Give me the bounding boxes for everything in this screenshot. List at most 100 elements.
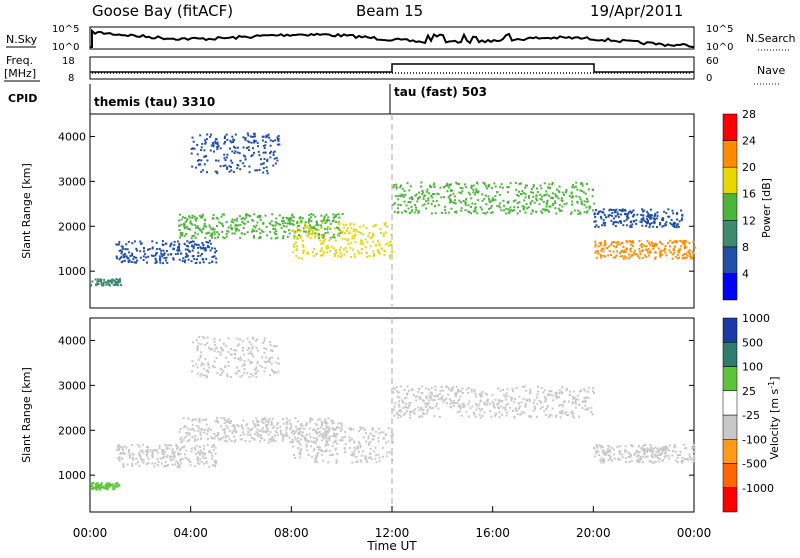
scatter-cell-band-7 (663, 210, 666, 213)
scatter-cell-band-0 (117, 484, 120, 487)
scatter-cell-band-5 (558, 396, 561, 399)
scatter-cell-band-1 (178, 258, 181, 261)
scatter-cell-band-4 (339, 252, 342, 255)
scatter-cell-band-2 (272, 227, 275, 230)
scatter-cell-band-2 (252, 236, 255, 239)
scatter-cell-band-1 (180, 462, 183, 465)
scatter-cell-band-3 (226, 166, 229, 169)
scatter-cell-band-1 (119, 249, 122, 252)
scatter-cell-band-3 (216, 172, 219, 175)
scatter-cell-band-4 (335, 426, 338, 429)
scatter-cell-band-5 (565, 389, 568, 392)
scatter-cell-band-5 (571, 200, 574, 203)
scatter-cell-band-4 (333, 254, 336, 257)
scatter-cell-band-2 (217, 434, 219, 437)
scatter-cell-band-4 (300, 236, 302, 239)
scatter-cell-band-5 (404, 209, 407, 212)
scatter-cell-band-1 (203, 462, 205, 465)
scatter-cell-band-5 (592, 209, 594, 212)
scatter-cell-band-6 (687, 251, 690, 253)
scatter-cell-band-1 (142, 458, 145, 461)
scatter-cell-band-2 (182, 426, 185, 429)
scatter-cell-band-5 (431, 407, 434, 409)
noise-right-tick-bottom: 10^0 (706, 42, 733, 53)
scatter-cell-band-5 (486, 400, 489, 403)
scatter-cell-band-1 (205, 460, 208, 463)
scatter-cell-band-3 (220, 368, 223, 371)
scatter-cell-band-6 (594, 251, 597, 254)
scatter-cell-band-6 (649, 448, 652, 450)
scatter-cell-band-7 (648, 214, 651, 216)
scatter-cell-band-1 (123, 259, 126, 262)
scatter-cell-band-1 (161, 240, 164, 243)
scatter-cell-band-5 (480, 208, 483, 211)
scatter-cell-band-3 (198, 336, 201, 339)
scatter-cell-band-7 (647, 221, 649, 224)
scatter-cell-band-7 (601, 224, 604, 227)
scatter-cell-band-5 (548, 413, 551, 416)
scatter-cell-band-0 (98, 488, 101, 491)
scatter-cell-band-6 (676, 240, 679, 243)
scatter-cell-band-2 (281, 433, 284, 436)
scatter-cell-band-7 (653, 221, 656, 224)
scatter-cell-band-3 (236, 337, 239, 340)
scatter-cell-band-6 (690, 257, 693, 260)
scatter-cell-band-6 (668, 249, 671, 252)
scatter-cell-band-1 (139, 250, 142, 253)
scatter-cell-band-2 (219, 222, 222, 225)
scatter-cell-band-2 (231, 218, 234, 221)
scatter-cell-band-4 (364, 455, 367, 458)
scatter-cell-band-2 (271, 426, 274, 429)
scatter-cell-band-1 (118, 445, 121, 448)
scatter-cell-band-5 (475, 403, 478, 405)
scatter-cell-band-1 (158, 444, 161, 447)
scatter-cell-band-6 (629, 453, 632, 456)
scatter-cell-band-5 (479, 416, 482, 419)
scatter-cell-band-3 (266, 158, 269, 161)
scatter-cell-band-4 (323, 450, 326, 453)
scatter-cell-band-7 (614, 209, 617, 212)
scatter-cell-band-4 (362, 224, 365, 227)
scatter-cell-band-5 (542, 208, 545, 211)
scatter-cell-band-5 (409, 416, 412, 419)
scatter-cell-band-4 (353, 452, 356, 455)
scatter-cell-band-6 (612, 448, 615, 451)
scatter-cell-band-5 (439, 186, 442, 189)
scatter-cell-band-2 (210, 228, 213, 231)
scatter-cell-band-6 (679, 245, 682, 248)
scatter-cell-band-3 (231, 161, 234, 164)
scatter-cell-band-1 (120, 446, 123, 448)
scatter-cell-band-2 (313, 225, 316, 228)
scatter-cell-band-7 (593, 213, 596, 216)
scatter-cell-band-5 (484, 194, 487, 197)
scatter-cell-band-5 (587, 386, 590, 389)
scatter-cell-band-5 (521, 410, 524, 413)
scatter-cell-band-3 (208, 346, 210, 349)
power-colorbar-label: Power [dB] (760, 178, 773, 238)
scatter-cell-band-1 (193, 465, 196, 468)
scatter-cell-band-5 (408, 189, 411, 192)
scatter-cell-band-1 (188, 241, 191, 244)
scatter-cell-band-5 (430, 392, 433, 395)
scatter-cell-band-3 (213, 350, 216, 353)
scatter-cell-band-6 (607, 245, 610, 248)
scatter-cell-band-0 (118, 279, 121, 282)
scatter-cell-band-3 (224, 135, 226, 138)
scatter-cell-band-5 (404, 193, 407, 196)
scatter-cell-band-3 (216, 141, 219, 144)
scatter-cell-band-2 (243, 233, 246, 235)
scatter-cell-band-0 (101, 283, 104, 286)
scatter-cell-band-5 (502, 406, 505, 409)
scatter-cell-band-3 (209, 348, 212, 351)
scatter-cell-band-2 (203, 218, 206, 221)
scatter-cell-band-6 (642, 447, 645, 450)
scatter-cell-band-2 (325, 429, 328, 432)
scatter-cell-band-4 (346, 250, 348, 253)
scatter-cell-band-3 (222, 349, 225, 352)
scatter-cell-band-7 (609, 214, 612, 217)
scatter-cell-band-2 (211, 234, 214, 237)
scatter-cell-band-2 (236, 217, 239, 220)
scatter-cell-band-3 (273, 370, 276, 373)
scatter-cell-band-5 (567, 414, 570, 417)
scatter-cell-band-2 (271, 224, 274, 227)
